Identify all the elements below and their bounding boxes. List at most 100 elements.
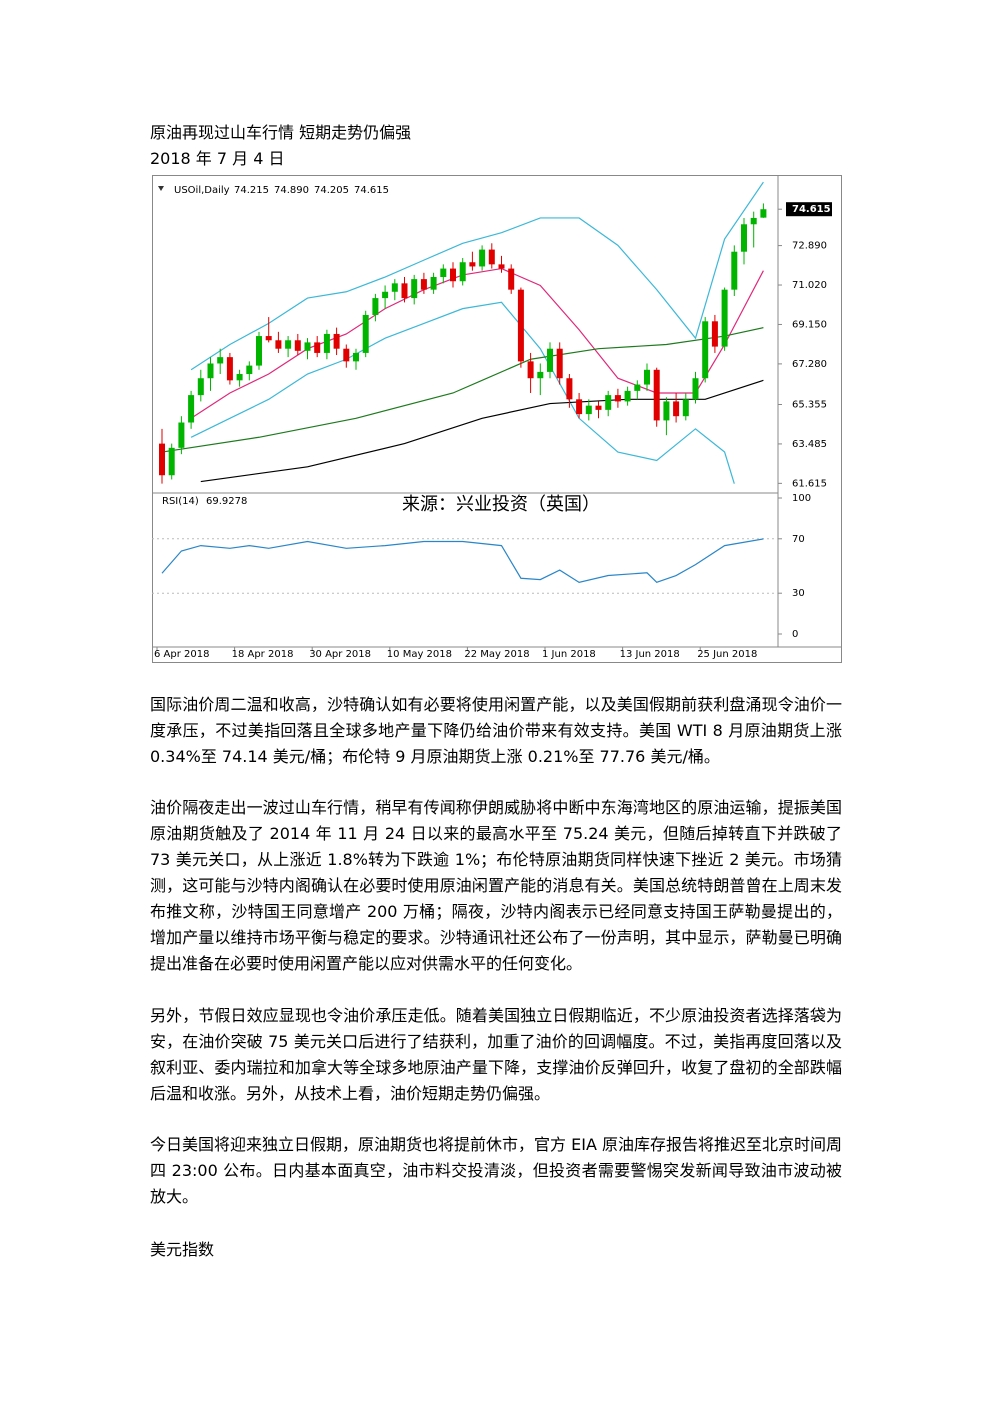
y-tick-label: 71.020 xyxy=(792,280,827,291)
y-tick-label: 74.615 xyxy=(792,204,831,215)
candle-body xyxy=(382,291,389,299)
candle-body xyxy=(731,251,738,290)
candle-body xyxy=(256,336,262,366)
candle-body xyxy=(159,443,165,476)
chart-frame xyxy=(152,175,842,663)
chart: 来源：兴业投资（英国） USOil,Daily 74.215 74.890 74.20… xyxy=(152,175,842,663)
section-heading: 美元指数 xyxy=(150,1240,215,1259)
candle-body xyxy=(488,249,495,265)
paragraph: 油价隔夜走出一波过山车行情，稍早有传闻称伊朗威胁将中断中东海湾地区的原油运输，提… xyxy=(150,798,842,973)
candle-body xyxy=(275,340,282,349)
candle-body xyxy=(469,262,476,267)
candle-body xyxy=(207,363,214,379)
candle-body xyxy=(682,399,689,417)
ohlc-label: 74.205 xyxy=(314,185,349,196)
candle-body xyxy=(246,365,253,375)
candle-body xyxy=(178,422,185,448)
candle-body xyxy=(711,321,718,347)
candle-body xyxy=(304,342,311,351)
paragraph: 今日美国将迎来独立日假期，原油期货也将提前休市，官方 EIA 原油库存报告将推迟… xyxy=(150,1135,842,1206)
rsi-tick-label: 100 xyxy=(792,493,811,504)
candle-body xyxy=(634,384,641,391)
price-marker xyxy=(786,202,832,217)
candle-body xyxy=(760,209,767,218)
candle-body xyxy=(459,262,466,282)
candle-body xyxy=(595,405,602,410)
ohlc-label: 74.615 xyxy=(354,185,389,196)
candle-body xyxy=(566,378,573,400)
candle-body xyxy=(372,298,379,315)
y-tick-label: 67.280 xyxy=(792,359,827,370)
watermark: 来源：兴业投资（英国） xyxy=(402,494,600,515)
candle-body xyxy=(226,357,233,381)
candle-body xyxy=(236,374,243,381)
indicator-line xyxy=(190,181,764,371)
x-tick-label: 6 Apr 2018 xyxy=(154,649,209,660)
candle-body xyxy=(605,395,612,410)
candle-body xyxy=(741,224,747,252)
ohlc-label: 74.890 xyxy=(274,185,309,196)
candle-body xyxy=(294,340,301,351)
candle-body xyxy=(692,378,699,400)
candle-body xyxy=(168,447,175,476)
candle-body xyxy=(391,283,398,292)
candle-body xyxy=(314,342,321,353)
candle-body xyxy=(285,340,292,349)
doc-date: 2018 年 7 月 4 日 xyxy=(150,149,285,168)
candle-body xyxy=(508,268,515,290)
ohlc-label: 74.215 xyxy=(234,185,269,196)
candle-body xyxy=(653,369,660,421)
indicator-line xyxy=(190,301,735,484)
paragraph: 另外，节假日效应显现也令油价承压走低。随着美国独立日假期临近，不少原油投资者选择… xyxy=(150,1006,842,1103)
chart-title: USOil,Daily xyxy=(174,185,230,196)
x-tick-label: 30 Apr 2018 xyxy=(309,649,371,660)
candle-body xyxy=(576,399,583,415)
y-tick-label: 72.890 xyxy=(792,241,827,252)
candle-body xyxy=(217,357,224,364)
rsi-tick-label: 30 xyxy=(792,588,805,599)
candle-body xyxy=(479,249,486,267)
candle-body xyxy=(430,277,437,290)
candle-body xyxy=(362,314,369,353)
y-tick-label: 69.150 xyxy=(792,319,827,330)
y-tick-label: 61.615 xyxy=(792,478,827,489)
y-tick-label: 63.485 xyxy=(792,439,827,450)
candle-body xyxy=(624,390,631,402)
candle-body xyxy=(537,371,544,379)
candle-body xyxy=(663,401,670,421)
candle-body xyxy=(750,217,757,225)
rsi-value: 69.9278 xyxy=(206,496,247,507)
x-tick-label: 1 Jun 2018 xyxy=(542,649,596,660)
candle-body xyxy=(401,283,408,299)
rsi-line xyxy=(161,538,764,584)
menu-arrow xyxy=(158,186,164,191)
candle-body xyxy=(333,333,340,349)
candle-body xyxy=(323,333,330,353)
paragraph: 国际油价周二温和收高，沙特确认如有必要将使用闲置产能，以及美国假期前获利盘涌现令… xyxy=(150,695,842,766)
candle-body xyxy=(343,348,350,362)
candle-body xyxy=(644,369,650,385)
x-tick-label: 13 Jun 2018 xyxy=(620,649,680,660)
y-tick-label: 65.355 xyxy=(792,399,827,410)
candle-body xyxy=(450,268,456,282)
candle-body xyxy=(265,336,272,341)
candle-body xyxy=(702,321,709,379)
indicator-line xyxy=(200,379,764,483)
candle-body xyxy=(440,268,447,278)
doc-title: 原油再现过山车行情 短期走势仍偏强 xyxy=(150,123,412,142)
candle-body xyxy=(527,361,534,379)
candle-body xyxy=(614,395,621,402)
x-tick-label: 22 May 2018 xyxy=(464,649,529,660)
rsi-tick-label: 0 xyxy=(792,629,798,640)
candle-body xyxy=(411,279,418,299)
rsi-label: RSI(14) xyxy=(162,496,199,507)
candle-body xyxy=(498,264,505,269)
candle-body xyxy=(188,395,195,423)
x-tick-label: 10 May 2018 xyxy=(387,649,452,660)
candle-body xyxy=(197,378,204,396)
candle-body xyxy=(420,279,427,290)
x-tick-label: 18 Apr 2018 xyxy=(232,649,294,660)
x-tick-label: 25 Jun 2018 xyxy=(697,649,757,660)
candle-body xyxy=(673,401,680,417)
